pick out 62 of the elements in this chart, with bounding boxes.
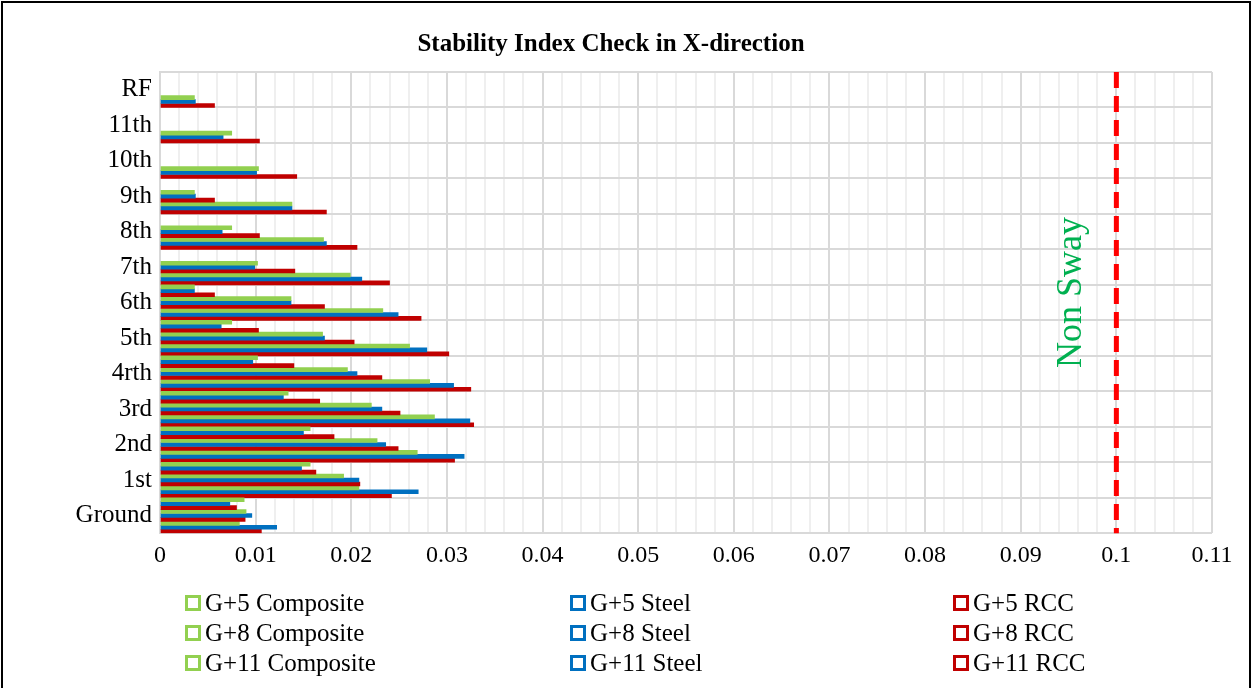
bar <box>160 454 465 459</box>
y-tick-label: 6th <box>120 287 153 315</box>
bar <box>160 233 260 238</box>
x-tick-label: 0.08 <box>904 540 947 567</box>
x-tick-label: 0.01 <box>234 540 277 567</box>
x-tick-label: 0.02 <box>330 540 373 567</box>
bar <box>160 390 289 396</box>
bar <box>160 363 295 368</box>
bar <box>160 103 215 108</box>
bar <box>160 426 311 432</box>
bar <box>160 95 195 100</box>
y-tick-label: 2nd <box>114 429 153 457</box>
bar <box>160 497 245 502</box>
y-tick-label: 9th <box>120 180 153 208</box>
bar <box>160 166 259 171</box>
bar <box>160 189 195 195</box>
x-tick-label: 0.07 <box>808 540 851 567</box>
bar <box>160 367 348 372</box>
legend-label: G+8 RCC <box>973 618 1074 648</box>
y-tick-label: 4rth <box>111 358 153 386</box>
ref-line-label: Non Sway <box>1048 217 1089 369</box>
y-tick-label: 10th <box>107 145 153 173</box>
x-tick-label: 0.09 <box>999 540 1042 567</box>
bar <box>160 379 431 384</box>
legend-label: G+11 Composite <box>205 648 376 678</box>
bar <box>160 292 215 298</box>
legend-label: G+5 Composite <box>205 588 365 618</box>
y-tick-label: Ground <box>75 500 153 528</box>
y-tick-label: 5th <box>120 322 153 350</box>
x-tick-label: 0.05 <box>617 540 660 567</box>
x-tick-label: 0.06 <box>712 540 755 567</box>
legend-label: G+5 Steel <box>590 588 691 618</box>
bar <box>160 434 335 439</box>
y-tick-label: 11th <box>108 109 153 137</box>
bar <box>160 355 258 361</box>
x-tick-label: 0.11 <box>1191 540 1233 567</box>
y-tick-label: 8th <box>120 216 153 244</box>
y-tick-label: 7th <box>120 251 153 279</box>
x-tick-label: 0.03 <box>425 540 468 567</box>
y-tick-label: 1st <box>122 464 153 492</box>
legend-label: G+5 RCC <box>973 588 1074 618</box>
legend-label: G+8 Steel <box>590 618 691 648</box>
chart-title: Stability Index Check in X-direction <box>417 29 805 57</box>
bar <box>160 245 358 250</box>
x-tick-label: 0.04 <box>521 540 564 567</box>
bar <box>160 237 324 242</box>
x-tick-label: 0.1 <box>1101 540 1132 567</box>
bar <box>160 461 311 467</box>
legend-label: G+11 Steel <box>590 648 703 678</box>
bar <box>160 308 384 313</box>
bar <box>160 320 233 325</box>
x-tick-label: 0 <box>154 540 166 567</box>
bar <box>160 304 325 309</box>
bar <box>160 225 233 231</box>
legend-label: G+8 Composite <box>205 618 365 648</box>
legend-label: G+11 RCC <box>973 648 1086 678</box>
y-tick-label: RF <box>121 74 152 102</box>
bar <box>160 524 278 530</box>
y-tick-label: 3rd <box>118 393 153 421</box>
bar <box>160 438 378 443</box>
bar <box>160 296 292 301</box>
bar <box>160 174 298 179</box>
